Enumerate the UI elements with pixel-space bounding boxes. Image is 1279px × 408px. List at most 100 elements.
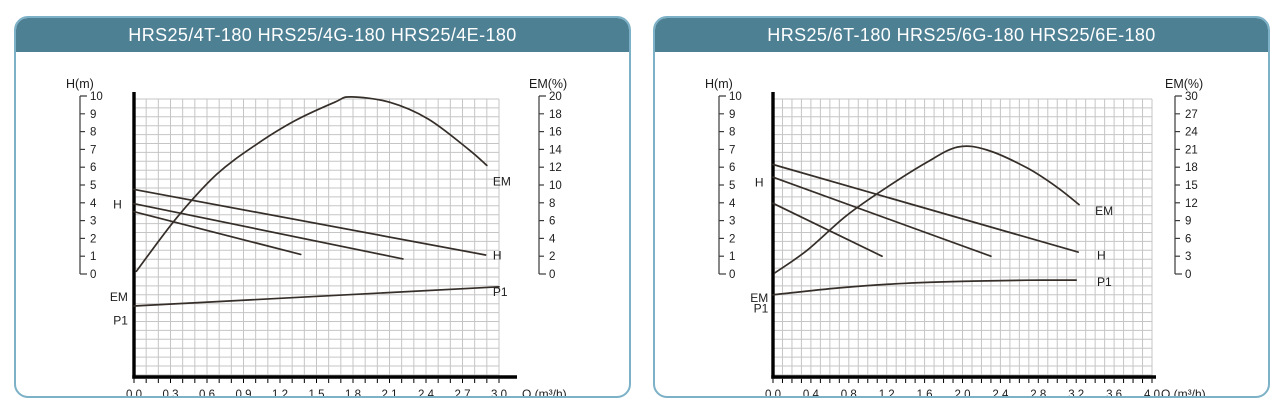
x-tick-label: 2.8 bbox=[1030, 389, 1046, 398]
h-axis-tick-label: 5 bbox=[729, 180, 735, 192]
x-tick-label: 2.7 bbox=[455, 389, 471, 398]
panel-title-bar: HRS25/6T-180 HRS25/6G-180 HRS25/6E-180 bbox=[655, 18, 1268, 52]
h-axis-tick-label: 0 bbox=[729, 269, 735, 281]
left-axis-title: H(m) bbox=[66, 77, 94, 91]
series-H-speed3-curve bbox=[772, 163, 1079, 253]
h-axis-tick-label: 4 bbox=[729, 198, 736, 210]
h-axis-tick-label: 8 bbox=[729, 127, 735, 139]
series-H-speed1-curve bbox=[772, 202, 883, 258]
h-axis-tick-label: 9 bbox=[90, 109, 96, 121]
h-axis-tick-label: 10 bbox=[729, 91, 742, 103]
curve-label-em: EM bbox=[493, 174, 511, 188]
panel-title: HRS25/6T-180 HRS25/6G-180 HRS25/6E-180 bbox=[767, 24, 1156, 45]
curve-label-p1: P1 bbox=[493, 285, 508, 299]
em-axis-tick-label: 9 bbox=[1185, 216, 1191, 228]
h-axis-tick-label: 6 bbox=[90, 162, 96, 174]
x-tick-label: 1.6 bbox=[917, 389, 933, 398]
right-axis-title: EM(%) bbox=[529, 77, 567, 91]
em-axis-tick-label: 6 bbox=[1185, 233, 1191, 245]
em-axis-tick-label: 16 bbox=[549, 127, 562, 139]
x-tick-label: 2.4 bbox=[418, 389, 435, 398]
h-axis-tick-label: 3 bbox=[729, 216, 735, 228]
em-axis-tick-label: 6 bbox=[549, 216, 555, 228]
h-axis-tick-label: 9 bbox=[729, 109, 735, 121]
series-H-speed1-curve bbox=[133, 210, 302, 256]
curve-label-p1: P1 bbox=[1097, 275, 1112, 289]
h-axis-tick-label: 2 bbox=[90, 233, 96, 245]
curve-label-h: H bbox=[755, 175, 764, 189]
h-axis-tick-label: 5 bbox=[90, 180, 96, 192]
h-axis-tick-label: 3 bbox=[90, 216, 96, 228]
x-tick-label: 0.8 bbox=[841, 389, 857, 398]
x-tick-label: 4.0 bbox=[1144, 389, 1160, 398]
x-tick-label: 3.0 bbox=[491, 389, 507, 398]
em-axis-tick-label: 4 bbox=[549, 233, 556, 245]
x-tick-label: 1.5 bbox=[309, 389, 325, 398]
em-axis-tick-label: 21 bbox=[1185, 144, 1198, 156]
performance-chart-hrs25-6: 0.0 0.4 0.8 1.2 1.6 2.0 2.4 2.8 3.2 3.6 4.0 Q (m³/h… bbox=[705, 77, 1206, 398]
em-axis-tick-label: 12 bbox=[1185, 198, 1198, 210]
em-axis-tick-label: 24 bbox=[1185, 127, 1198, 139]
em-axis-tick-label: 18 bbox=[549, 109, 562, 121]
panel-title-bar: HRS25/4T-180 HRS25/4G-180 HRS25/4E-180 bbox=[16, 18, 629, 52]
h-axis-tick-label: 1 bbox=[90, 251, 96, 263]
h-axis-tick-label: 2 bbox=[729, 233, 735, 245]
x-tick-label: 0.9 bbox=[236, 389, 252, 398]
em-axis-tick-label: 20 bbox=[549, 91, 562, 103]
curve-label-em: EM bbox=[750, 291, 768, 305]
left-axis-title: H(m) bbox=[705, 77, 733, 91]
h-axis-tick-label: 1 bbox=[729, 251, 735, 263]
series-H-speed2-curve bbox=[133, 202, 404, 260]
x-tick-label: 0.3 bbox=[163, 389, 179, 398]
x-tick-label: 2.4 bbox=[992, 389, 1009, 398]
h-axis-tick-label: 10 bbox=[90, 91, 103, 103]
x-tick-label: 1.8 bbox=[345, 389, 361, 398]
em-axis-tick-label: 18 bbox=[1185, 162, 1198, 174]
pump-curve-panel-hrs25-6: HRS25/6T-180 HRS25/6G-180 HRS25/6E-180 0… bbox=[653, 16, 1270, 398]
x-tick-label: 3.2 bbox=[1068, 389, 1084, 398]
em-axis-tick-label: 0 bbox=[1185, 269, 1191, 281]
curve-label-em: EM bbox=[110, 290, 128, 304]
x-tick-label: 0.0 bbox=[126, 389, 142, 398]
curve-label-h: H bbox=[1097, 248, 1106, 262]
em-axis-tick-label: 2 bbox=[549, 251, 555, 263]
x-tick-label: 2.1 bbox=[382, 389, 398, 398]
em-axis-tick-label: 15 bbox=[1185, 180, 1198, 192]
em-axis-tick-label: 10 bbox=[549, 180, 562, 192]
em-axis-tick-label: 27 bbox=[1185, 109, 1198, 121]
series-H-speed2-curve bbox=[772, 176, 992, 258]
x-tick-label: 0.0 bbox=[765, 389, 781, 398]
h-axis-tick-label: 7 bbox=[90, 144, 96, 156]
x-tick-label: 0.6 bbox=[199, 389, 215, 398]
em-axis-tick-label: 8 bbox=[549, 198, 555, 210]
x-tick-label: 0.4 bbox=[803, 389, 820, 398]
x-tick-label: 2.0 bbox=[955, 389, 971, 398]
h-axis-tick-label: 4 bbox=[90, 198, 97, 210]
series-P1-curve bbox=[772, 279, 1078, 296]
curve-label-h: H bbox=[493, 248, 502, 262]
h-axis-tick-label: 6 bbox=[729, 162, 735, 174]
x-axis-title: Q (m³/h) bbox=[1161, 387, 1206, 398]
em-axis-tick-label: 0 bbox=[549, 269, 555, 281]
pump-curve-panel-hrs25-4: HRS25/4T-180 HRS25/4G-180 HRS25/4E-180 0… bbox=[14, 16, 631, 398]
h-axis-tick-label: 0 bbox=[90, 269, 96, 281]
x-tick-label: 1.2 bbox=[879, 389, 895, 398]
curve-label-p1: P1 bbox=[754, 302, 769, 316]
curve-label-em: EM bbox=[1095, 204, 1113, 218]
panel-title: HRS25/4T-180 HRS25/4G-180 HRS25/4E-180 bbox=[128, 24, 517, 45]
series-P1-curve bbox=[133, 285, 500, 307]
series-EM-curve bbox=[135, 96, 488, 273]
curve-label-p1: P1 bbox=[113, 313, 128, 327]
em-axis-tick-label: 12 bbox=[549, 162, 562, 174]
x-tick-label: 1.2 bbox=[272, 389, 288, 398]
x-tick-label: 3.6 bbox=[1106, 389, 1122, 398]
em-axis-tick-label: 14 bbox=[549, 144, 562, 156]
em-axis-tick-label: 3 bbox=[1185, 251, 1191, 263]
h-axis-tick-label: 8 bbox=[90, 127, 96, 139]
curve-label-h: H bbox=[113, 198, 122, 212]
series-H-speed3-curve bbox=[133, 188, 487, 256]
series-EM-curve bbox=[774, 145, 1080, 274]
em-axis-tick-label: 30 bbox=[1185, 91, 1198, 103]
h-axis-tick-label: 7 bbox=[729, 144, 735, 156]
